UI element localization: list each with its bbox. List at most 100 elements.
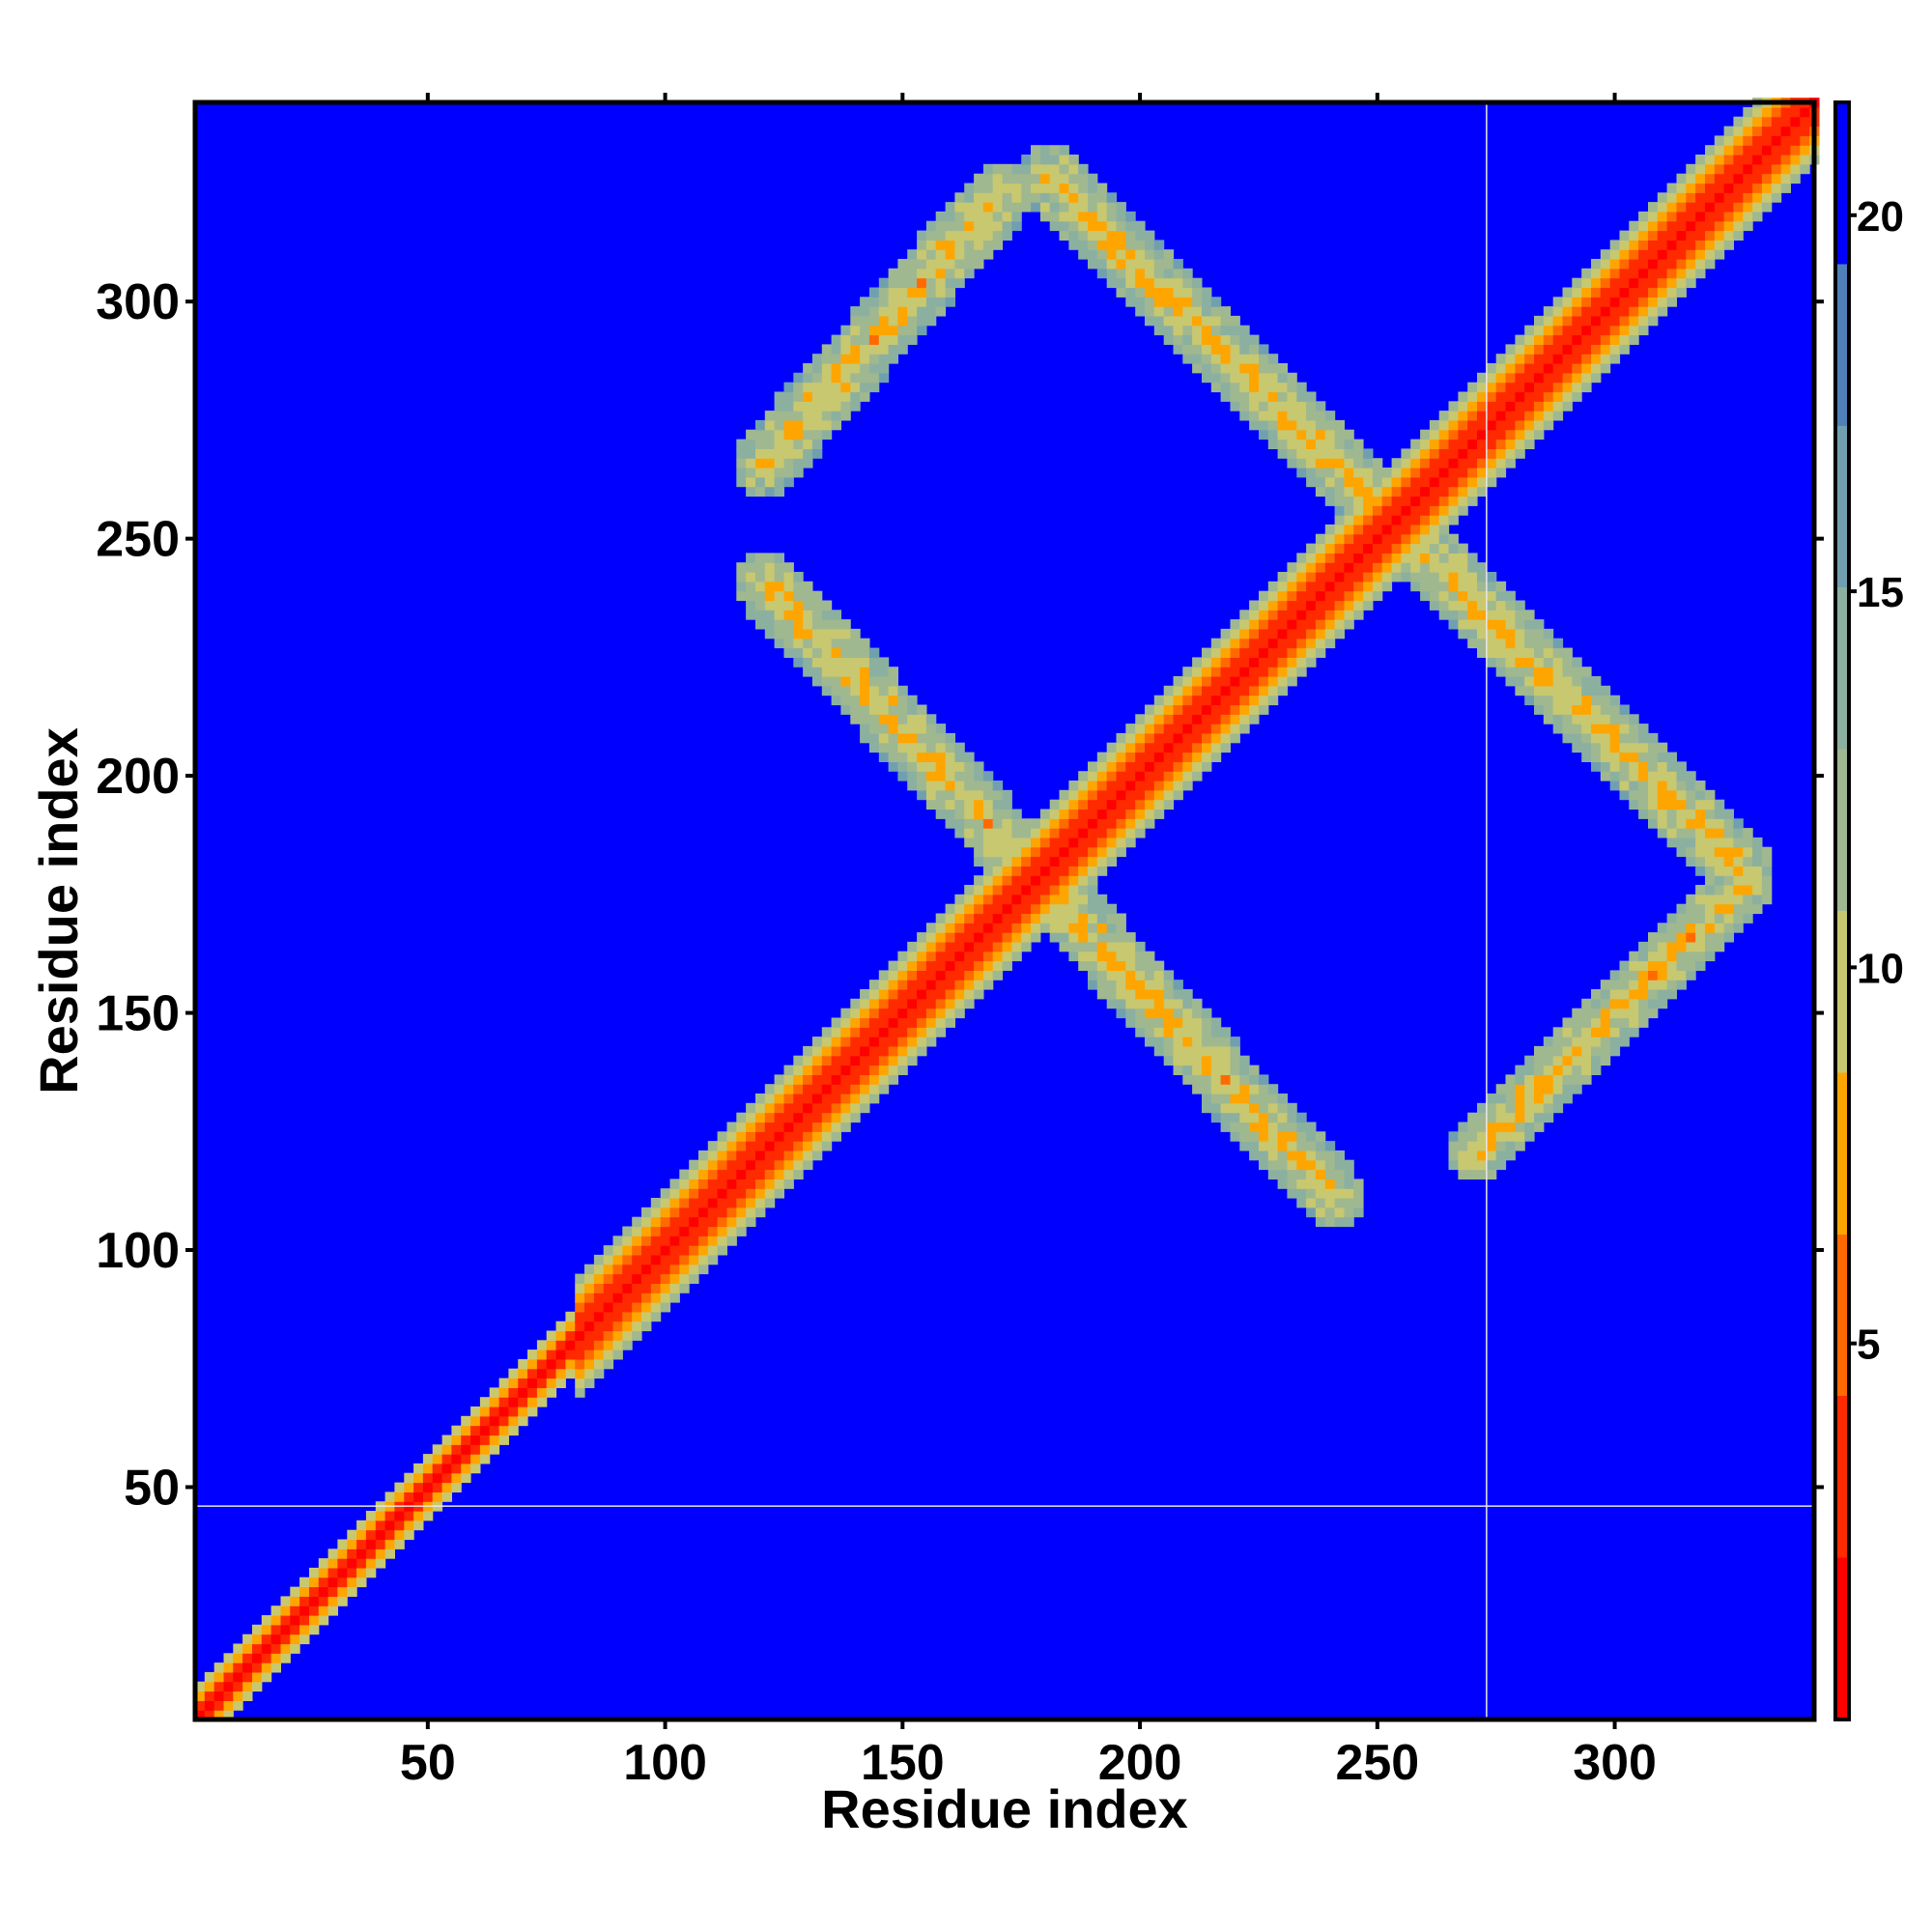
heatmap-cell	[1135, 714, 1146, 724]
heatmap-cell	[1182, 297, 1193, 307]
heatmap-cell	[1192, 1008, 1203, 1019]
heatmap-cell	[1049, 903, 1061, 915]
heatmap-cell	[1267, 657, 1279, 668]
heatmap-cell	[907, 1055, 918, 1066]
heatmap-cell	[318, 1605, 329, 1616]
heatmap-cell	[650, 1264, 662, 1275]
heatmap-cell	[1562, 1065, 1573, 1075]
heatmap-cell	[1353, 543, 1364, 554]
heatmap-cell	[974, 989, 984, 1000]
heatmap-cell	[1049, 894, 1061, 905]
heatmap-cell	[622, 1283, 633, 1293]
heatmap-cell	[1135, 809, 1146, 819]
heatmap-cell	[1761, 846, 1773, 858]
heatmap-cell	[1353, 533, 1364, 545]
heatmap-cell	[1486, 458, 1497, 469]
heatmap-cell	[1182, 354, 1193, 364]
heatmap-cell	[1135, 732, 1146, 744]
heatmap-cell	[1600, 980, 1611, 990]
heatmap-cell	[1267, 1159, 1279, 1171]
heatmap-cell	[1524, 372, 1535, 384]
heatmap-cell	[1524, 667, 1535, 677]
heatmap-cell	[1438, 581, 1450, 592]
heatmap-cell	[1296, 610, 1307, 620]
heatmap-cell	[1220, 1102, 1231, 1114]
heatmap-cell	[1657, 781, 1668, 791]
heatmap-cell	[1059, 145, 1069, 156]
heatmap-cell	[1581, 1055, 1592, 1066]
heatmap-cell	[1021, 837, 1032, 848]
heatmap-cell	[954, 781, 965, 791]
heatmap-cell	[660, 1283, 671, 1293]
heatmap-cell	[1049, 828, 1061, 838]
heatmap-cell	[1515, 401, 1525, 412]
heatmap-cell	[1638, 771, 1649, 781]
heatmap-cell	[1344, 1198, 1354, 1208]
heatmap-cell	[897, 685, 908, 696]
heatmap-cell	[783, 1141, 794, 1151]
heatmap-cell	[1210, 1112, 1222, 1123]
heatmap-cell	[821, 429, 833, 440]
heatmap-cell	[840, 1094, 851, 1104]
heatmap-cell	[1505, 610, 1516, 620]
heatmap-cell	[1705, 230, 1716, 241]
heatmap-cell	[1572, 742, 1582, 753]
heatmap-cell	[1078, 771, 1089, 781]
heatmap-cell	[1543, 1055, 1554, 1066]
heatmap-cell	[1505, 363, 1516, 374]
heatmap-cell	[1619, 732, 1630, 744]
heatmap-cell	[1733, 837, 1744, 848]
heatmap-cell	[1125, 989, 1136, 1000]
heatmap-cell	[1287, 600, 1297, 611]
heatmap-cell	[1505, 619, 1516, 630]
heatmap-cell	[868, 315, 880, 327]
heatmap-cell	[925, 268, 937, 279]
heatmap-cell	[1714, 837, 1725, 848]
heatmap-cell	[1515, 354, 1525, 364]
heatmap-cell	[1135, 1027, 1146, 1037]
heatmap-cell	[1666, 761, 1677, 772]
heatmap-cell	[1088, 771, 1098, 781]
heatmap-cell	[868, 1074, 880, 1085]
heatmap-cell	[1438, 590, 1450, 602]
heatmap-cell	[793, 1169, 804, 1179]
heatmap-cell	[1619, 752, 1630, 762]
heatmap-cell	[337, 1567, 348, 1578]
heatmap-cell	[982, 249, 994, 260]
heatmap-cell	[774, 429, 784, 440]
heatmap-cell	[1448, 581, 1459, 592]
heatmap-cell	[508, 1415, 519, 1427]
heatmap-cell	[868, 1065, 880, 1075]
heatmap-cell	[1429, 553, 1440, 563]
heatmap-cell	[546, 1358, 557, 1370]
heatmap-cell	[1192, 732, 1203, 744]
heatmap-cell	[1733, 173, 1744, 185]
heatmap-cell	[860, 1008, 870, 1019]
heatmap-cell	[290, 1615, 300, 1626]
heatmap-cell	[1648, 980, 1659, 990]
heatmap-cell	[897, 1037, 908, 1047]
heatmap-cell	[1552, 685, 1564, 696]
heatmap-cell	[717, 1188, 727, 1199]
heatmap-cell	[518, 1415, 528, 1427]
heatmap-cell	[821, 657, 833, 668]
heatmap-cell	[1515, 448, 1525, 459]
heatmap-cell	[954, 192, 965, 203]
heatmap-cell	[413, 1463, 424, 1474]
heatmap-cell	[1429, 543, 1440, 554]
heatmap-cell	[717, 1150, 727, 1161]
heatmap-cell	[1495, 1102, 1507, 1114]
heatmap-cell	[1230, 667, 1240, 677]
heatmap-cell	[1039, 145, 1051, 156]
heatmap-cell	[1059, 211, 1069, 222]
heatmap-cell	[1210, 714, 1222, 724]
heatmap-cell	[1543, 391, 1554, 402]
heatmap-cell	[1192, 676, 1203, 687]
heatmap-cell	[917, 789, 927, 801]
heatmap-cell	[1723, 875, 1734, 886]
heatmap-cell	[945, 277, 955, 289]
heatmap-cell	[736, 1141, 747, 1151]
heatmap-cell	[195, 1690, 206, 1701]
heatmap-cell	[1202, 761, 1212, 772]
